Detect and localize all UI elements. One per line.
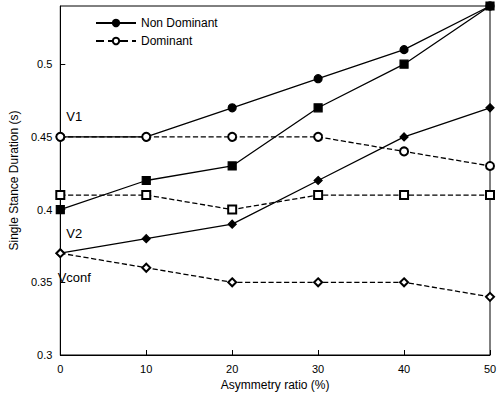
svg-text:Non Dominant: Non Dominant [141, 16, 218, 30]
svg-text:V2: V2 [66, 226, 82, 241]
svg-text:50: 50 [484, 363, 496, 375]
svg-text:0: 0 [57, 363, 63, 375]
svg-text:Single Stance Duration (s): Single Stance Duration (s) [7, 110, 21, 250]
svg-text:20: 20 [226, 363, 238, 375]
svg-text:V1: V1 [66, 109, 82, 124]
svg-text:0.3: 0.3 [37, 349, 52, 361]
svg-text:40: 40 [398, 363, 410, 375]
svg-text:Vconf: Vconf [58, 270, 92, 285]
svg-text:10: 10 [140, 363, 152, 375]
svg-text:30: 30 [312, 363, 324, 375]
svg-text:0.35: 0.35 [31, 276, 52, 288]
svg-text:0.45: 0.45 [31, 131, 52, 143]
svg-text:Asymmetry ratio (%): Asymmetry ratio (%) [221, 378, 330, 392]
svg-text:Dominant: Dominant [141, 34, 193, 48]
svg-text:0.5: 0.5 [37, 58, 52, 70]
svg-text:0.4: 0.4 [37, 204, 52, 216]
